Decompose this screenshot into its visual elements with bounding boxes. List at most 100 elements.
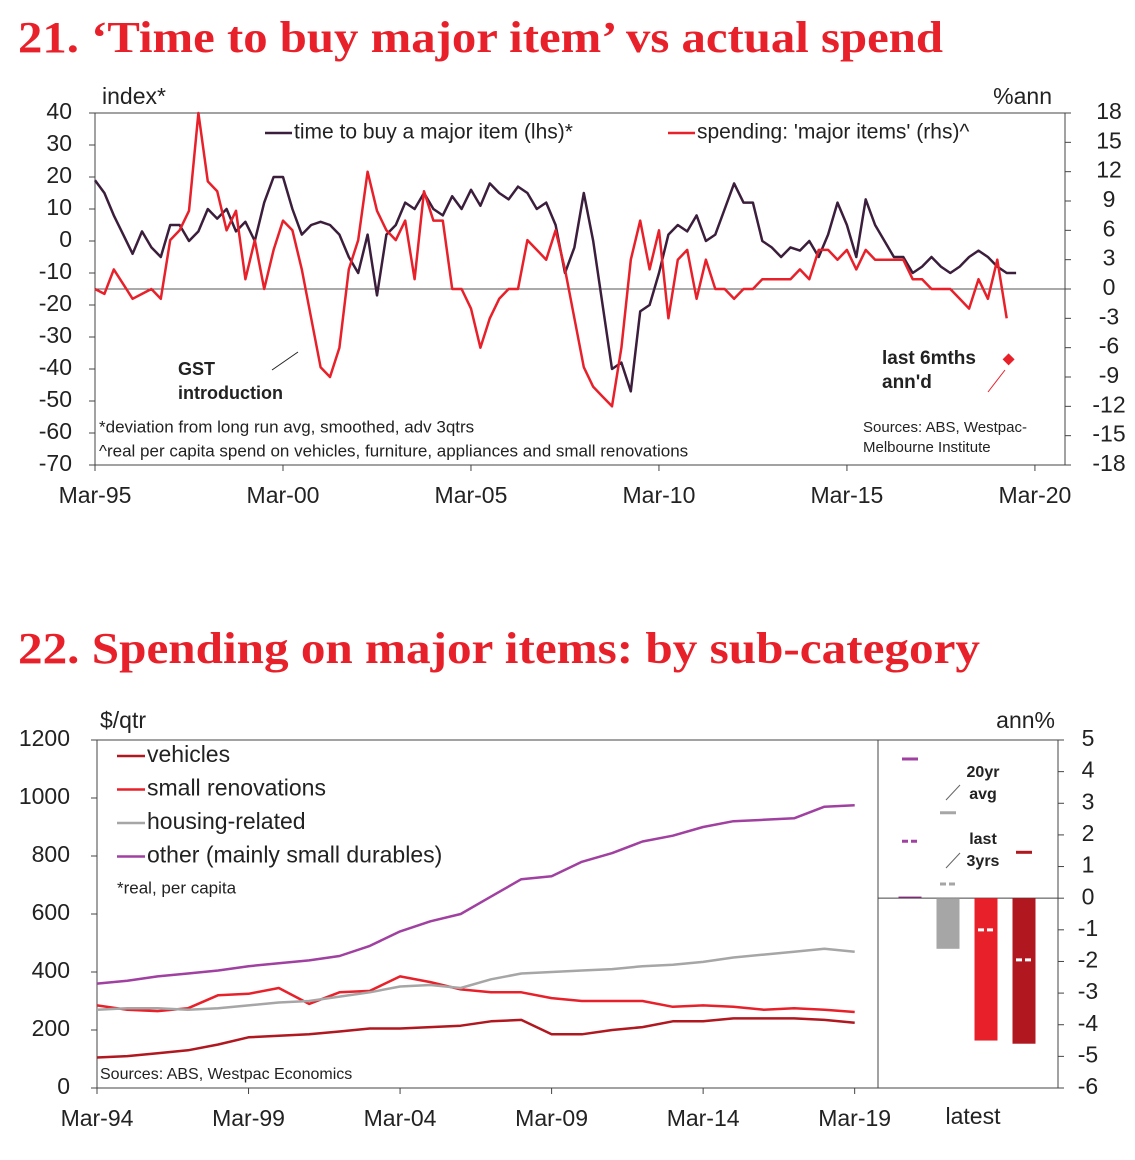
y2-tick-label: 0 (1082, 883, 1095, 909)
x-tick-label: Mar-09 (515, 1105, 588, 1131)
y-tick-label: -30 (39, 322, 72, 348)
y-tick-label: -40 (39, 354, 72, 380)
marker-label: last 3yrs (967, 831, 1000, 870)
y2-tick-label: 6 (1103, 215, 1116, 241)
y2-tick-label: -5 (1078, 1041, 1098, 1067)
y2-tick-label: 9 (1103, 186, 1116, 212)
annotation-line: last 6mths (882, 348, 976, 369)
source: Melbourne Institute (863, 439, 991, 456)
marker-label-line: last (969, 831, 997, 848)
y-tick-label: 1200 (19, 725, 70, 751)
legend-label: vehicles (147, 741, 230, 767)
y-tick-label: -10 (39, 258, 72, 284)
label-pointer (945, 852, 961, 869)
x-tick-label: Mar-05 (435, 482, 508, 508)
y-tick-label: 20 (46, 162, 72, 188)
bar (974, 898, 998, 1041)
chart-title: 21. ‘Time to buy major item’ vs actual s… (18, 13, 943, 62)
note: *real, per capita (117, 878, 237, 897)
x-tick-label: Mar-19 (818, 1105, 891, 1131)
source: Sources: ABS, Westpac- (863, 419, 1027, 436)
y-tick-label: 800 (32, 841, 70, 867)
y2-tick-label: 0 (1103, 274, 1116, 300)
y-tick-label: -70 (39, 450, 72, 476)
y-tick-label: 30 (46, 130, 72, 156)
y2-tick-label: -4 (1078, 1010, 1099, 1036)
bar (1012, 898, 1036, 1044)
y-tick-label: 600 (32, 899, 70, 925)
y2-tick-label: 18 (1096, 98, 1122, 124)
x-tick-label: Mar-00 (247, 482, 320, 508)
y2-tick-label: -2 (1078, 947, 1098, 973)
marker-label-line: 3yrs (967, 853, 1000, 870)
y-tick-label: -50 (39, 386, 72, 412)
legend-label: small renovations (147, 775, 326, 801)
y2-axis-label: %ann (993, 83, 1052, 109)
x-tick-label: Mar-99 (212, 1105, 285, 1131)
y2-tick-label: 5 (1082, 725, 1095, 751)
y2-axis-label: ann% (996, 707, 1055, 733)
x-tick-label: Mar-15 (811, 482, 884, 508)
y-tick-label: -20 (39, 290, 72, 316)
annotation-line: GST (178, 359, 215, 379)
y2-tick-label: -3 (1099, 303, 1119, 329)
highlight-point (1002, 353, 1015, 366)
x-tick-label: Mar-04 (364, 1105, 437, 1131)
legend-label: other (mainly small durables) (147, 842, 442, 868)
y-axis-label: $/qtr (100, 707, 146, 733)
bar (898, 896, 922, 899)
y-tick-label: 0 (57, 1073, 70, 1099)
bar (936, 898, 960, 949)
series-line (94, 111, 1008, 408)
y2-tick-label: 4 (1082, 757, 1095, 783)
y2-tick-label: 3 (1082, 788, 1095, 814)
y2-tick-label: -6 (1078, 1073, 1098, 1099)
y2-tick-label: 2 (1082, 820, 1095, 846)
marker-label-line: 20yr (967, 764, 1000, 781)
y2-tick-label: -1 (1078, 915, 1098, 941)
note: ^real per capita spend on vehicles, furn… (99, 441, 688, 460)
legend-label: housing-related (147, 808, 306, 834)
series-line (93, 175, 1017, 393)
y-tick-label: 0 (59, 226, 72, 252)
annotation-pointer (987, 369, 1006, 393)
label-pointer (945, 784, 961, 801)
y-tick-label: 40 (46, 98, 72, 124)
x-tick-label: Mar-14 (667, 1105, 740, 1131)
marker-label-line: avg (969, 786, 997, 803)
x-tick-label: Mar-20 (998, 482, 1071, 508)
x-tick-label: Mar-10 (623, 482, 696, 508)
y2-tick-label: -12 (1092, 391, 1125, 417)
series-line (96, 947, 855, 1011)
annotation-line: introduction (178, 383, 283, 403)
y2-tick-label: -18 (1092, 450, 1125, 476)
y-tick-label: 200 (32, 1015, 70, 1041)
legend-label: spending: 'major items' (rhs)^ (697, 121, 969, 144)
y-tick-label: 1000 (19, 783, 70, 809)
series-line (96, 1017, 855, 1059)
y2-tick-label: 3 (1103, 245, 1116, 271)
x-label: latest (946, 1103, 1002, 1129)
note: *deviation from long run avg, smoothed, … (99, 417, 474, 436)
annotation: GST introduction (178, 359, 283, 403)
series-line (96, 975, 855, 1014)
y-tick-label: 400 (32, 957, 70, 983)
chart-title: 22. Spending on major items: by sub-cate… (18, 624, 980, 673)
y2-tick-label: 15 (1096, 127, 1122, 153)
source: Sources: ABS, Westpac Economics (100, 1066, 352, 1083)
annotation-pointer (271, 351, 299, 371)
y-axis-label: index* (102, 83, 166, 109)
marker-label: 20yr avg (967, 764, 1000, 803)
y2-tick-label: -15 (1092, 421, 1125, 447)
series-line (96, 804, 855, 985)
annotation: last 6mths ann'd (882, 348, 976, 393)
y-tick-label: 10 (46, 194, 72, 220)
x-tick-label: Mar-95 (59, 482, 132, 508)
y2-tick-label: -6 (1099, 333, 1119, 359)
y2-tick-label: -9 (1099, 362, 1119, 388)
y2-tick-label: 1 (1082, 852, 1095, 878)
legend-label: time to buy a major item (lhs)* (294, 121, 573, 144)
y2-tick-label: 12 (1096, 157, 1122, 183)
